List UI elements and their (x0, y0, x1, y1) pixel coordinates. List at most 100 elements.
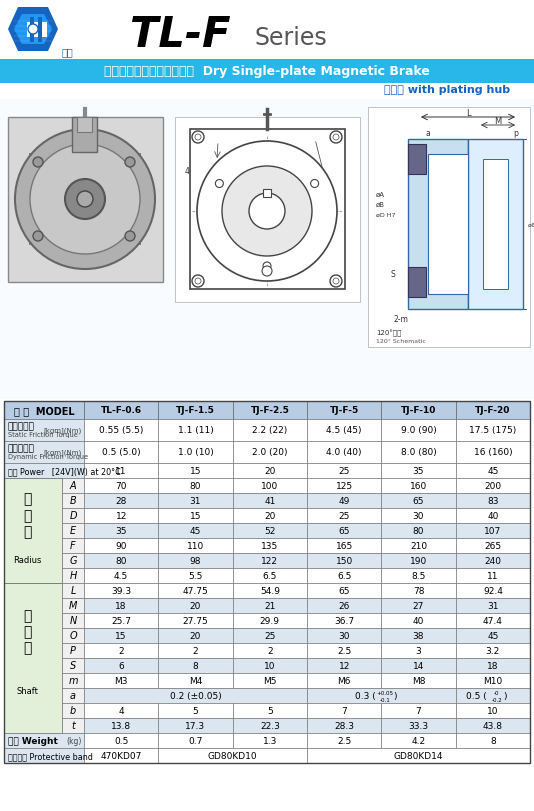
Bar (456, 689, 530, 703)
Text: TJ-F-1.5: TJ-F-1.5 (176, 406, 215, 415)
Bar (307, 569, 381, 583)
Text: 2: 2 (193, 646, 198, 655)
Bar (456, 659, 530, 673)
Bar (84, 659, 159, 673)
Text: a: a (70, 691, 76, 701)
Text: 8.0 (80): 8.0 (80) (400, 448, 436, 457)
Text: O: O (439, 195, 446, 204)
Text: 120°配置: 120°配置 (376, 329, 402, 337)
Bar (381, 419, 456, 441)
Bar (84, 643, 159, 659)
Text: 18: 18 (487, 661, 499, 670)
Bar (84, 689, 307, 703)
Text: 6: 6 (119, 661, 124, 670)
Text: 190: 190 (410, 556, 427, 565)
Bar (381, 508, 456, 523)
Bar (84, 718, 159, 733)
Text: 125: 125 (335, 482, 353, 491)
Text: 0.5 (5.0): 0.5 (5.0) (102, 448, 140, 457)
Text: 100: 100 (261, 482, 278, 491)
Text: M4: M4 (189, 676, 202, 685)
Circle shape (65, 180, 105, 220)
Text: 0.55 (5.5): 0.55 (5.5) (99, 426, 143, 435)
Text: 38: 38 (413, 631, 424, 640)
Text: P: P (70, 646, 76, 655)
Bar (30, 155, 140, 245)
Bar (456, 703, 530, 718)
Bar (408, 139, 468, 310)
Bar (307, 583, 381, 599)
Text: B: B (69, 496, 76, 506)
Text: 1.3: 1.3 (263, 736, 277, 745)
Bar (159, 659, 233, 673)
Text: 11: 11 (115, 466, 127, 475)
Bar (307, 539, 381, 553)
Text: GD80KD10: GD80KD10 (208, 751, 257, 760)
Text: M8: M8 (412, 676, 425, 685)
Text: 240: 240 (484, 556, 501, 565)
Bar (27, 23, 47, 38)
Bar (4, 583, 62, 733)
Text: 4-H: 4-H (185, 167, 198, 176)
Text: 靜摩擦轉距: 靜摩擦轉距 (8, 422, 35, 431)
Text: 4.2: 4.2 (411, 736, 426, 745)
Bar (62, 718, 84, 733)
Bar (77, 118, 92, 133)
Bar (233, 523, 307, 539)
Bar (233, 583, 307, 599)
Text: TJ-F-10: TJ-F-10 (401, 406, 436, 415)
Text: M: M (69, 601, 77, 611)
Text: E: E (70, 526, 76, 536)
Bar (159, 569, 233, 583)
Text: Shaft: Shaft (16, 687, 38, 696)
Text: 47.4: 47.4 (483, 616, 503, 625)
Bar (307, 553, 381, 569)
Text: 27: 27 (413, 601, 424, 610)
Text: 35: 35 (413, 466, 424, 475)
Bar (84, 401, 159, 419)
Text: 16 (160): 16 (160) (474, 448, 512, 457)
Bar (381, 629, 456, 643)
Bar (62, 493, 84, 508)
Text: øE h8: øE h8 (505, 208, 523, 212)
Circle shape (262, 267, 272, 277)
Text: 30: 30 (339, 631, 350, 640)
Bar (307, 748, 530, 763)
Text: TJ-F-2.5: TJ-F-2.5 (250, 406, 289, 415)
Text: 15: 15 (115, 631, 127, 640)
Circle shape (311, 180, 319, 188)
Bar (456, 718, 530, 733)
Text: 15: 15 (190, 466, 201, 475)
Text: TJ-F-5: TJ-F-5 (329, 406, 359, 415)
Text: GD80KD14: GD80KD14 (394, 751, 443, 760)
Text: 2.5: 2.5 (337, 736, 351, 745)
Bar (84, 629, 159, 643)
Bar (62, 539, 84, 553)
Bar (307, 733, 381, 748)
Bar (456, 493, 530, 508)
Text: 附導座 with plating hub: 附導座 with plating hub (384, 85, 510, 95)
Text: G±0.1: G±0.1 (218, 131, 242, 140)
Text: 重量 Weight: 重量 Weight (8, 736, 58, 745)
Text: M6: M6 (337, 676, 351, 685)
Text: 12: 12 (339, 661, 350, 670)
Text: b: b (273, 204, 278, 213)
Bar (159, 493, 233, 508)
Bar (307, 659, 381, 673)
Bar (233, 463, 307, 478)
Bar (456, 613, 530, 629)
Bar (159, 441, 233, 463)
Text: 470KD07: 470KD07 (100, 751, 142, 760)
Text: 22.3: 22.3 (260, 721, 280, 730)
Bar (62, 703, 84, 718)
Text: 80: 80 (413, 526, 424, 535)
Bar (456, 441, 530, 463)
Bar (381, 401, 456, 419)
Text: 33.3: 33.3 (409, 721, 429, 730)
Bar (468, 139, 523, 310)
Text: 17.5 (175): 17.5 (175) (469, 426, 516, 435)
Bar (84, 523, 159, 539)
Text: 2: 2 (267, 646, 273, 655)
Bar (381, 569, 456, 583)
Circle shape (33, 158, 43, 168)
